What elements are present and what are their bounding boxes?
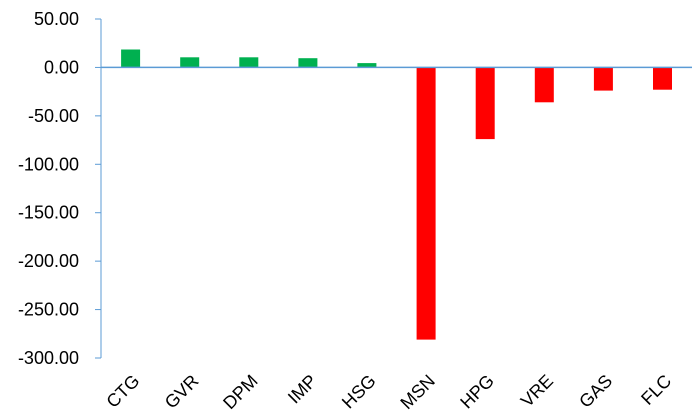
x-tick-label: DPM	[219, 371, 261, 413]
y-tick-label: -200.00	[18, 251, 79, 271]
x-tick-label: VRE	[517, 371, 557, 411]
x-tick-label: HPG	[456, 371, 498, 413]
y-tick-label: -300.00	[18, 348, 79, 368]
x-tick-label: GVR	[161, 371, 203, 413]
bar-hpg	[475, 67, 495, 140]
y-tick-label: -100.00	[18, 154, 79, 174]
x-tick-label: HSG	[338, 371, 380, 413]
bar-imp	[298, 58, 318, 68]
y-tick-label: 50.00	[34, 9, 79, 29]
y-tick-label: -50.00	[28, 106, 79, 126]
x-tick-label: FLC	[637, 371, 675, 409]
bar-hsg	[357, 63, 377, 68]
y-axis: 50.00 0.00 -50.00 -100.00 -150.00 -200.00 -250…	[18, 9, 102, 368]
y-tick-label: -250.00	[18, 300, 79, 320]
bar-msn	[416, 67, 436, 340]
x-tick-label: GAS	[575, 371, 616, 412]
bar-vre	[534, 67, 554, 103]
bar-dpm	[239, 57, 259, 68]
bar-gas	[593, 67, 613, 91]
y-tick-label: 0.00	[44, 57, 79, 77]
bar-gvr	[180, 57, 200, 68]
x-tick-label: MSN	[397, 371, 439, 413]
bar-ctg	[121, 49, 141, 68]
bars	[121, 49, 672, 340]
bar-flc	[653, 67, 672, 90]
y-tick-label: -150.00	[18, 203, 79, 223]
x-tick-label: CTG	[102, 371, 143, 412]
x-axis-labels: CTG GVR DPM IMP HSG MSN HPG VRE GAS FLC	[102, 371, 675, 413]
x-tick-label: IMP	[284, 371, 321, 408]
